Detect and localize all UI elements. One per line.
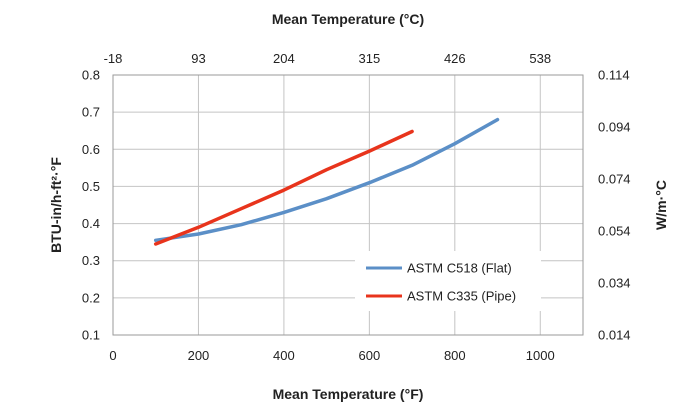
top-x-tick-label: 204 (273, 51, 295, 66)
right-y-axis-title: W/m·°C (653, 180, 669, 230)
y-tick-label: 0.8 (82, 68, 100, 83)
x-tick-label: 1000 (526, 348, 555, 363)
top-x-tick-label: 315 (359, 51, 381, 66)
right-y-tick-label: 0.054 (598, 224, 631, 239)
y-axis-title: BTU-in/h-ft²·°F (48, 157, 64, 253)
legend-box (355, 251, 541, 311)
series-line-c335 (153, 129, 414, 246)
x-tick-label: 800 (444, 348, 466, 363)
y-tick-label: 0.3 (82, 253, 100, 268)
top-x-tick-labels: -18 93 204 315 426 538 (104, 51, 552, 66)
right-y-tick-label: 0.014 (598, 328, 631, 343)
top-x-tick-label: 93 (191, 51, 205, 66)
top-x-tick-label: -18 (104, 51, 123, 66)
right-y-tick-labels: 0.114 0.094 0.074 0.054 0.034 0.014 (598, 68, 631, 343)
right-y-tick-label: 0.114 (598, 68, 630, 83)
y-tick-label: 0.1 (82, 328, 100, 343)
legend-label-c335: ASTM C335 (Pipe) (407, 289, 516, 304)
right-y-tick-label: 0.034 (598, 276, 631, 291)
x-tick-label: 600 (359, 348, 381, 363)
x-tick-labels: 0 200 400 600 800 1000 (109, 348, 554, 363)
top-x-tick-label: 538 (529, 51, 551, 66)
y-tick-labels: 0.1 0.2 0.3 0.4 0.5 0.6 0.7 0.8 (82, 68, 100, 343)
x-tick-label: 200 (188, 348, 210, 363)
x-tick-label: 400 (273, 348, 295, 363)
y-tick-label: 0.4 (82, 216, 100, 231)
top-x-axis-title: Mean Temperature (°C) (272, 11, 424, 27)
x-tick-label: 0 (109, 348, 116, 363)
right-y-tick-label: 0.074 (598, 172, 631, 187)
y-tick-label: 0.5 (82, 179, 100, 194)
right-y-tick-label: 0.094 (598, 120, 631, 135)
series-lines (153, 117, 500, 246)
top-x-tick-label: 426 (444, 51, 466, 66)
y-tick-label: 0.2 (82, 290, 100, 305)
legend-label-c518: ASTM C518 (Flat) (407, 261, 512, 276)
plot-area (112, 74, 584, 336)
series-line-c518 (153, 117, 500, 243)
x-axis-title: Mean Temperature (°F) (273, 386, 424, 402)
y-tick-label: 0.7 (82, 105, 100, 120)
legend: ASTM C518 (Flat) ASTM C335 (Pipe) (355, 251, 541, 311)
y-tick-label: 0.6 (82, 142, 100, 157)
